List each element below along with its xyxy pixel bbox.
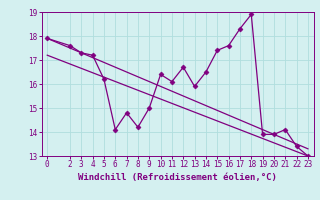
X-axis label: Windchill (Refroidissement éolien,°C): Windchill (Refroidissement éolien,°C): [78, 173, 277, 182]
